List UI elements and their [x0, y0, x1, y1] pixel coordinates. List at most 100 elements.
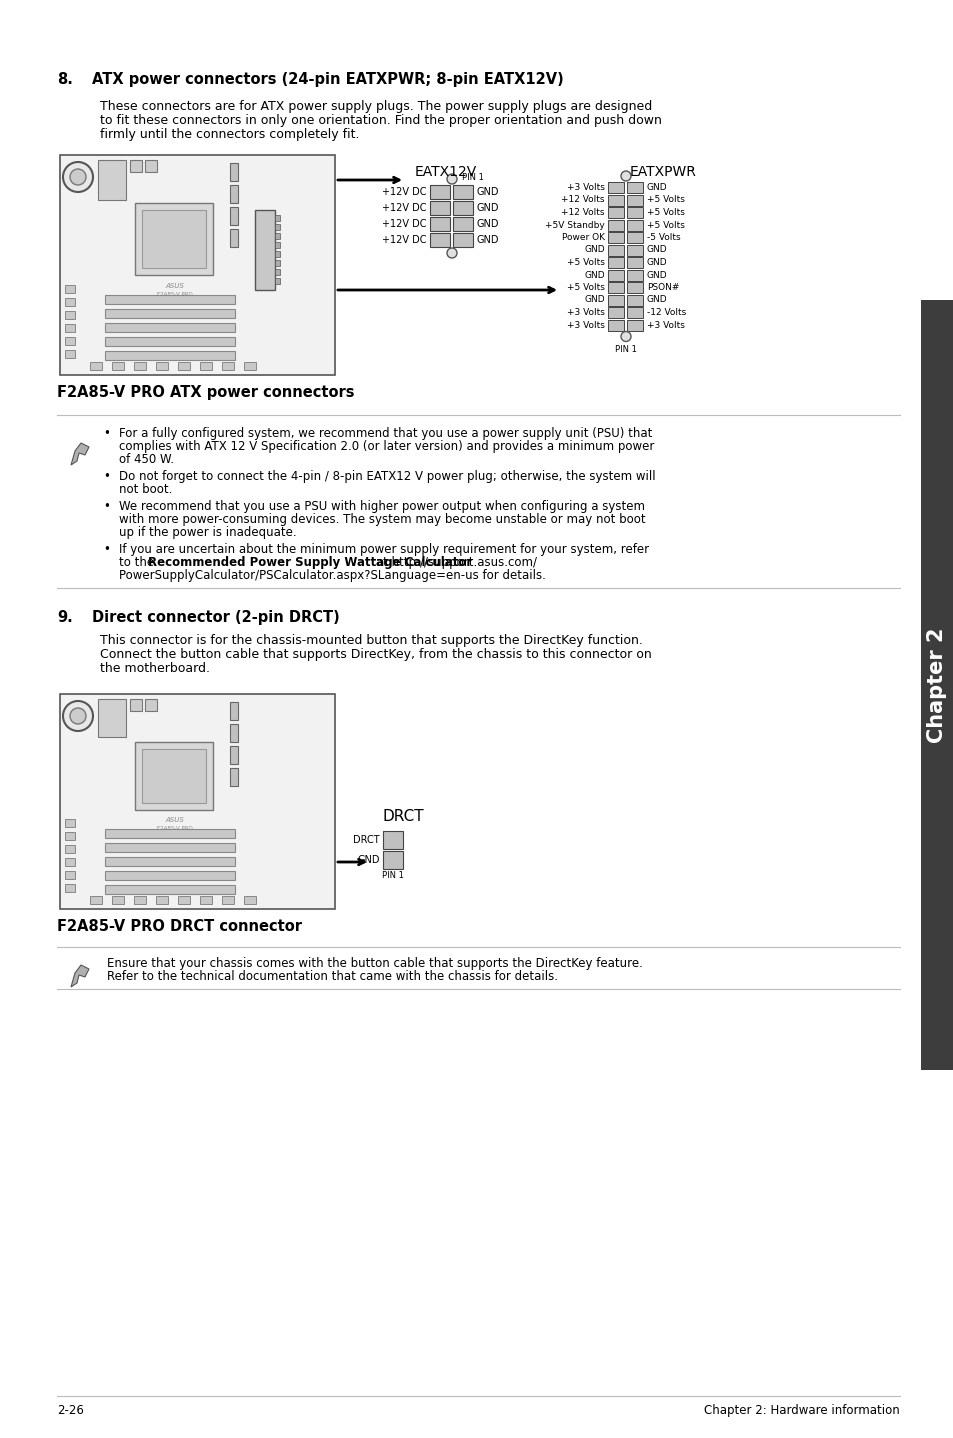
Bar: [626, 295, 642, 305]
Bar: [222, 896, 233, 905]
Bar: [200, 362, 212, 370]
Text: not boot.: not boot.: [119, 483, 172, 496]
Text: DRCT: DRCT: [353, 835, 379, 846]
Text: EATX12V: EATX12V: [415, 165, 476, 178]
Text: •: •: [104, 500, 111, 513]
Bar: [244, 362, 255, 370]
Bar: [178, 896, 190, 905]
Text: +5 Volts: +5 Volts: [566, 257, 604, 267]
Text: F2A85-V PRO DRCT connector: F2A85-V PRO DRCT connector: [57, 919, 302, 935]
Text: F2A85-V PRO: F2A85-V PRO: [157, 825, 193, 831]
Bar: [607, 269, 623, 280]
Bar: [430, 233, 450, 247]
Text: GND: GND: [646, 257, 667, 267]
Text: firmly until the connectors completely fit.: firmly until the connectors completely f…: [100, 128, 359, 141]
Text: GND: GND: [646, 246, 667, 255]
Text: +5 Volts: +5 Volts: [646, 196, 684, 204]
Bar: [230, 229, 237, 247]
Bar: [65, 858, 75, 866]
Bar: [244, 896, 255, 905]
Text: Chapter 2: Chapter 2: [926, 627, 946, 743]
Bar: [230, 162, 237, 181]
Bar: [105, 857, 234, 866]
Text: Refer to the technical documentation that came with the chassis for details.: Refer to the technical documentation tha…: [107, 971, 558, 984]
Text: at http://support.asus.com/: at http://support.asus.com/: [372, 557, 537, 569]
Bar: [142, 749, 206, 802]
Bar: [65, 298, 75, 306]
Text: +12 Volts: +12 Volts: [561, 196, 604, 204]
Bar: [607, 319, 623, 331]
Bar: [453, 217, 473, 232]
Bar: [274, 242, 280, 247]
Text: +5V Standby: +5V Standby: [545, 220, 604, 230]
Bar: [607, 306, 623, 318]
Bar: [626, 194, 642, 206]
Circle shape: [447, 247, 456, 257]
Bar: [60, 695, 335, 909]
Text: with more power-consuming devices. The system may become unstable or may not boo: with more power-consuming devices. The s…: [119, 513, 645, 526]
Text: ASUS: ASUS: [166, 817, 184, 823]
Bar: [130, 699, 142, 710]
Text: +3 Volts: +3 Volts: [566, 308, 604, 316]
Text: PowerSupplyCalculator/PSCalculator.aspx?SLanguage=en-us for details.: PowerSupplyCalculator/PSCalculator.aspx?…: [119, 569, 545, 582]
Bar: [626, 282, 642, 293]
Bar: [626, 183, 642, 193]
Bar: [65, 820, 75, 827]
Text: PIN 1: PIN 1: [461, 173, 483, 183]
Text: GND: GND: [646, 295, 667, 305]
Bar: [274, 260, 280, 266]
Text: PSON#: PSON#: [646, 283, 679, 292]
Text: We recommend that you use a PSU with higher power output when configuring a syst: We recommend that you use a PSU with hig…: [119, 500, 644, 513]
Bar: [274, 278, 280, 283]
Polygon shape: [71, 443, 89, 464]
Text: PIN 1: PIN 1: [615, 345, 637, 354]
Bar: [607, 207, 623, 219]
Text: +5 Volts: +5 Volts: [646, 220, 684, 230]
Bar: [222, 362, 233, 370]
Bar: [453, 186, 473, 198]
Text: GND: GND: [584, 270, 604, 279]
Bar: [60, 155, 335, 375]
Circle shape: [63, 700, 92, 731]
Text: GND: GND: [584, 246, 604, 255]
Bar: [274, 269, 280, 275]
Text: Ensure that your chassis comes with the button cable that supports the DirectKey: Ensure that your chassis comes with the …: [107, 958, 642, 971]
Bar: [65, 324, 75, 332]
Text: +5 Volts: +5 Volts: [566, 283, 604, 292]
Bar: [105, 336, 234, 347]
Bar: [607, 220, 623, 230]
Bar: [112, 362, 124, 370]
Bar: [200, 896, 212, 905]
Bar: [920, 301, 953, 1070]
Bar: [112, 896, 124, 905]
Circle shape: [63, 162, 92, 193]
Bar: [142, 210, 206, 267]
Bar: [65, 349, 75, 358]
Text: These connectors are for ATX power supply plugs. The power supply plugs are desi: These connectors are for ATX power suppl…: [100, 101, 652, 114]
Bar: [230, 768, 237, 787]
Text: of 450 W.: of 450 W.: [119, 453, 173, 466]
Text: complies with ATX 12 V Specification 2.0 (or later version) and provides a minim: complies with ATX 12 V Specification 2.0…: [119, 440, 654, 453]
Text: •: •: [104, 544, 111, 557]
Text: +12V DC: +12V DC: [382, 203, 427, 213]
Text: 8.: 8.: [57, 72, 72, 88]
Circle shape: [620, 171, 630, 181]
Bar: [105, 871, 234, 880]
Bar: [156, 896, 168, 905]
Bar: [178, 362, 190, 370]
Bar: [230, 746, 237, 764]
Text: 2-26: 2-26: [57, 1403, 84, 1416]
Bar: [90, 896, 102, 905]
Bar: [65, 285, 75, 293]
Bar: [254, 210, 274, 290]
Bar: [274, 224, 280, 230]
Bar: [145, 699, 157, 710]
Text: +12V DC: +12V DC: [382, 219, 427, 229]
Bar: [65, 846, 75, 853]
Text: +12V DC: +12V DC: [382, 234, 427, 244]
Text: GND: GND: [646, 270, 667, 279]
Text: 9.: 9.: [57, 610, 72, 626]
Text: +12 Volts: +12 Volts: [561, 209, 604, 217]
Bar: [607, 183, 623, 193]
Text: GND: GND: [476, 187, 499, 197]
